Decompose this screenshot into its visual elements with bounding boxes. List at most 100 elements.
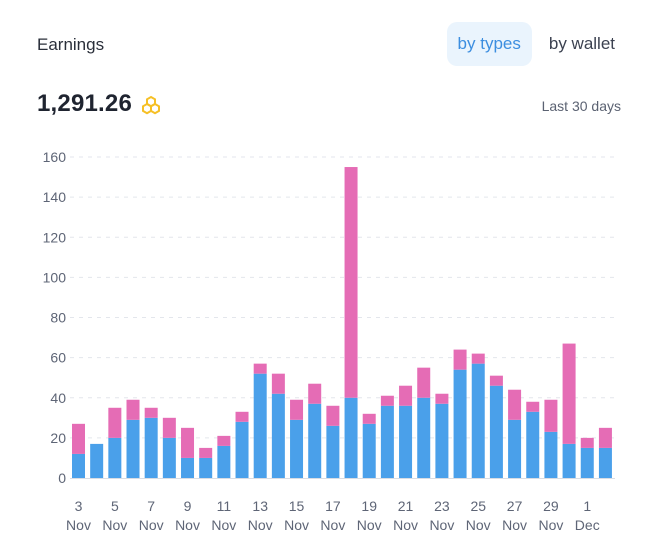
total-earnings: 1,291.26: [37, 90, 164, 118]
bar-segment-pink: [253, 363, 267, 374]
bar-segment-pink: [580, 437, 594, 448]
earnings-bar-chart: 0 20 40 60 80 100 120 140 160 3 Nov 5 Nov 7 Nov 9 Nov 11 N…: [43, 149, 615, 533]
period-label: Last 30 days: [541, 98, 621, 114]
bar-segment-pink: [308, 383, 322, 404]
bar-segment-blue: [308, 403, 322, 478]
bar-segment-blue: [235, 421, 249, 478]
y-tick-label: 80: [50, 310, 66, 326]
bar-segment-blue: [326, 425, 340, 478]
bar-segment-blue: [598, 447, 612, 478]
x-tick-day: 1: [583, 498, 591, 514]
bar-segment-blue: [362, 423, 376, 478]
bar-segment-pink: [108, 407, 122, 438]
bar-segment-pink: [598, 427, 612, 448]
y-tick-label: 100: [43, 269, 67, 285]
y-tick-label: 0: [58, 470, 66, 486]
bar-segment-pink: [181, 427, 195, 458]
x-tick-month: Nov: [284, 517, 309, 533]
x-tick-day: 5: [111, 498, 119, 514]
bar-segment-blue: [471, 363, 485, 478]
bar-segment-pink: [380, 395, 394, 406]
x-tick-month: Nov: [466, 517, 491, 533]
x-tick-day: 27: [507, 498, 523, 514]
bar-segment-pink: [144, 407, 158, 418]
x-tick-month: Nov: [502, 517, 527, 533]
bar-segment-pink: [453, 349, 467, 370]
x-tick-month: Nov: [393, 517, 418, 533]
bar-segment-blue: [162, 437, 176, 478]
x-tick-day: 9: [184, 498, 192, 514]
bar-segment-pink: [344, 167, 358, 398]
bar-segment-pink: [271, 373, 285, 394]
bar-segment-blue: [217, 445, 231, 478]
bar-segment-pink: [489, 375, 503, 386]
bar-segment-pink: [162, 417, 176, 438]
x-tick-month: Nov: [102, 517, 127, 533]
y-tick-label: 40: [50, 390, 66, 406]
bar-segment-blue: [290, 419, 304, 478]
bar-segment-blue: [417, 397, 431, 478]
bar-segment-pink: [435, 393, 449, 404]
y-tick-label: 60: [50, 350, 66, 366]
bar-segment-blue: [399, 405, 413, 478]
bar-segment-blue: [562, 443, 576, 478]
x-tick-month: Nov: [538, 517, 563, 533]
bar-segment-blue: [271, 393, 285, 478]
bar-segment-pink: [544, 399, 558, 432]
bar-segment-blue: [72, 453, 85, 478]
bar-segment-blue: [526, 411, 540, 478]
x-tick-day: 19: [361, 498, 377, 514]
x-tick-month: Nov: [248, 517, 273, 533]
x-tick-day: 7: [147, 498, 155, 514]
bar-segment-blue: [544, 431, 558, 478]
bar-segment-blue: [144, 417, 158, 478]
x-tick-month: Nov: [175, 517, 200, 533]
x-tick-month: Nov: [357, 517, 382, 533]
bar-segment-pink: [199, 447, 213, 458]
bar-segment-blue: [126, 419, 140, 478]
x-tick-day: 29: [543, 498, 559, 514]
bar-segment-blue: [199, 457, 213, 478]
y-tick-label: 140: [43, 189, 67, 205]
x-tick-day: 21: [398, 498, 414, 514]
tab-by-types[interactable]: by types: [446, 22, 532, 66]
y-tick-label: 120: [43, 229, 67, 245]
bar-segment-pink: [471, 353, 485, 364]
y-tick-label: 160: [43, 149, 67, 165]
bar-segment-pink: [399, 385, 413, 406]
bar-segment-blue: [181, 457, 195, 478]
view-tabs: by types by wallet: [446, 22, 626, 66]
hexagon-coin-icon: [142, 95, 161, 115]
bar-segment-blue: [253, 373, 267, 478]
bar-segment-pink: [362, 413, 376, 424]
bar-segment-blue: [90, 443, 104, 478]
x-tick-day: 11: [217, 498, 232, 514]
bar-segment-pink: [235, 411, 249, 422]
x-tick-day: 15: [289, 498, 305, 514]
y-tick-label: 20: [50, 430, 66, 446]
bar-segment-pink: [508, 389, 522, 420]
tab-by-wallet[interactable]: by wallet: [548, 34, 615, 53]
x-tick-day: 17: [325, 498, 341, 514]
x-tick-day: 3: [75, 498, 83, 514]
bar-segment-blue: [380, 405, 394, 478]
bar-segment-blue: [108, 437, 122, 478]
x-tick-month: Nov: [211, 517, 236, 533]
x-tick-day: 13: [252, 498, 268, 514]
bar-segment-pink: [326, 405, 340, 426]
total-value: 1,291.26: [37, 90, 133, 117]
bar-segment-pink: [526, 401, 540, 412]
x-tick-day: 25: [470, 498, 486, 514]
x-tick-month: Nov: [66, 517, 91, 533]
earnings-title: Earnings: [37, 35, 105, 54]
bar-segment-pink: [417, 367, 431, 398]
bar-segment-blue: [344, 397, 358, 478]
bar-segment-blue: [580, 447, 594, 478]
bar-segment-blue: [508, 419, 522, 478]
bar-segment-pink: [290, 399, 304, 420]
x-tick-month: Nov: [429, 517, 454, 533]
bar-segment-pink: [217, 435, 231, 446]
bar-segment-pink: [126, 399, 140, 420]
x-tick-month: Nov: [139, 517, 164, 533]
bar-segment-blue: [435, 403, 449, 478]
